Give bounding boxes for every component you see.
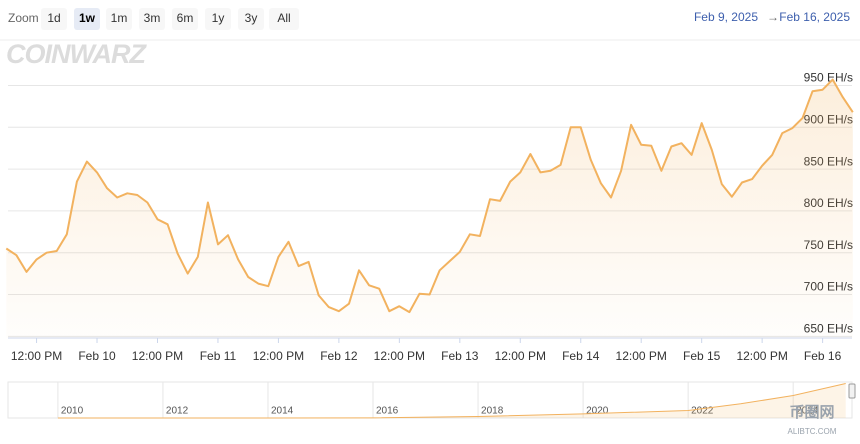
zoom-button[interactable]: [269, 8, 299, 30]
navigator-background: [7, 381, 853, 419]
range-from[interactable]: Feb 9, 2025: [694, 10, 758, 24]
zoom-button-label[interactable]: 3y: [245, 11, 258, 25]
zoom-button[interactable]: [238, 8, 264, 30]
zoom-button-label[interactable]: 1m: [111, 11, 128, 25]
zoom-label: Zoom: [8, 11, 39, 25]
x-tick-label: Feb 10: [78, 349, 116, 363]
x-tick-label: 12:00 PM: [374, 349, 425, 363]
zoom-button[interactable]: [41, 8, 67, 30]
range-separator: →: [767, 10, 779, 24]
navigator-tick-label: 2024: [796, 406, 819, 417]
y-tick-label: 950 EH/s: [804, 71, 853, 85]
watermark: COINWARZ: [6, 39, 147, 69]
navigator-tick-label: 2020: [586, 406, 609, 417]
navigator-tick-label: 2018: [481, 406, 504, 417]
zoom-button-label[interactable]: 1d: [47, 11, 60, 25]
navigator-tick-label: 2012: [166, 406, 189, 417]
x-tick-label: Feb 14: [562, 349, 600, 363]
navigator-line: [57, 383, 846, 419]
navigator-tick-label: 2016: [376, 406, 399, 417]
corner-watermark-subtitle: ALIBTC.COM: [788, 427, 837, 436]
x-tick-label: 12:00 PM: [253, 349, 304, 363]
navigator-tick-label: 2014: [271, 406, 294, 417]
zoom-button-label[interactable]: 1w: [79, 11, 96, 25]
navigator-handle[interactable]: [848, 383, 856, 399]
x-tick-label: 12:00 PM: [11, 349, 62, 363]
navigator-tick-label: 2010: [61, 406, 84, 417]
x-tick-label: Feb 15: [683, 349, 721, 363]
x-tick-label: Feb 13: [441, 349, 479, 363]
zoom-button-label[interactable]: All: [277, 11, 290, 25]
zoom-button[interactable]: [139, 8, 165, 30]
hashrate-line: [5, 78, 854, 314]
x-tick-label: Feb 11: [200, 349, 237, 363]
zoom-button[interactable]: [172, 8, 198, 30]
corner-watermark-title: 币圈网: [789, 404, 834, 421]
x-tick-label: Feb 16: [804, 349, 842, 363]
zoom-button-label[interactable]: 6m: [177, 11, 194, 25]
zoom-button-label[interactable]: 1y: [212, 11, 225, 25]
area-fill: [6, 79, 853, 338]
navigator-tick-label: 2022: [691, 406, 714, 417]
zoom-button[interactable]: [74, 8, 100, 30]
navigator-area: [57, 383, 846, 418]
x-tick-label: 12:00 PM: [616, 349, 667, 363]
zoom-button-label[interactable]: 3m: [144, 11, 161, 25]
x-tick-label: 12:00 PM: [495, 349, 546, 363]
zoom-button[interactable]: [106, 8, 132, 30]
x-tick-label: 12:00 PM: [736, 349, 787, 363]
x-tick-label: 12:00 PM: [132, 349, 183, 363]
zoom-button[interactable]: [205, 8, 231, 30]
range-to[interactable]: Feb 16, 2025: [779, 10, 850, 24]
x-tick-label: Feb 12: [320, 349, 358, 363]
